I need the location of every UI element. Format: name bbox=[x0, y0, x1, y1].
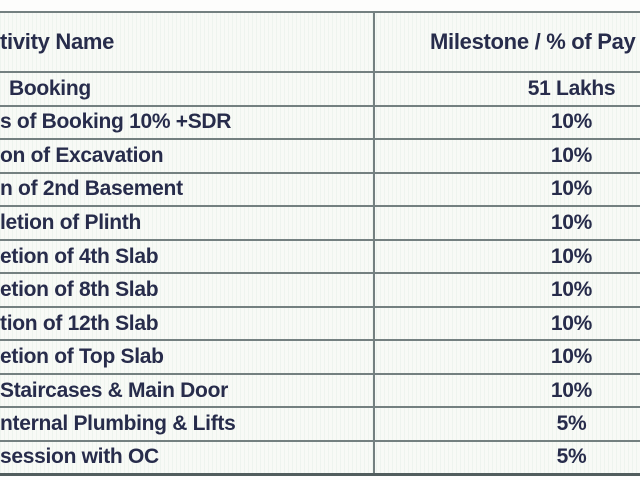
payment-schedule-table: tivity Name Milestone / % of Pay Booking… bbox=[0, 11, 640, 476]
table-row: etion of Top Slab 10% bbox=[0, 341, 640, 375]
activity-cell: nternal Plumbing & Lifts bbox=[0, 408, 375, 441]
milestone-cell: 5% bbox=[556, 445, 587, 469]
milestone-cell: 10% bbox=[550, 311, 593, 335]
milestone-cell: 10% bbox=[550, 278, 593, 302]
milestone-cell: 10% bbox=[550, 378, 593, 402]
milestone-cell: 10% bbox=[550, 177, 593, 201]
table-row: etion of 4th Slab 10% bbox=[0, 240, 640, 275]
activity-cell: on of Excavation bbox=[0, 140, 375, 172]
table-row: letion of Plinth 10% bbox=[0, 207, 640, 241]
table-row: on of Excavation 10% bbox=[0, 140, 640, 174]
milestone-cell: 10% bbox=[550, 345, 593, 369]
activity-cell: n of 2nd Basement bbox=[0, 173, 375, 206]
table-body: Booking 51 Lakhs s of Booking 10% +SDR 1… bbox=[0, 73, 640, 476]
milestone-cell: 10% bbox=[550, 143, 593, 167]
milestone-cell: 5% bbox=[556, 412, 587, 436]
table-row: etion of 8th Slab 10% bbox=[0, 274, 640, 308]
activity-cell: etion of 4th Slab bbox=[0, 240, 375, 273]
activity-cell: Staircases & Main Door bbox=[0, 374, 375, 407]
activity-cell: etion of 8th Slab bbox=[0, 274, 375, 306]
activity-cell: s of Booking 10% +SDR bbox=[0, 106, 375, 139]
milestone-cell: 10% bbox=[550, 110, 593, 134]
table-row: n of 2nd Basement 10% bbox=[0, 173, 640, 208]
table-row: Booking 51 Lakhs bbox=[0, 73, 640, 107]
activity-cell: tion of 12th Slab bbox=[0, 307, 375, 340]
column-header-activity: tivity Name bbox=[0, 13, 375, 71]
activity-cell: Booking bbox=[0, 73, 375, 105]
activity-cell: session with OC bbox=[0, 442, 375, 473]
table-row: s of Booking 10% +SDR 10% bbox=[0, 106, 640, 141]
table-row: tion of 12th Slab 10% bbox=[0, 307, 640, 342]
table-header-row: tivity Name Milestone / % of Pay bbox=[0, 13, 640, 73]
table-row: session with OC 5% bbox=[0, 442, 640, 476]
activity-cell: etion of Top Slab bbox=[0, 341, 375, 373]
activity-cell: letion of Plinth bbox=[0, 207, 375, 239]
column-header-milestone: Milestone / % of Pay bbox=[430, 29, 636, 54]
table-row: Staircases & Main Door 10% bbox=[0, 374, 640, 409]
table-row: nternal Plumbing & Lifts 5% bbox=[0, 408, 640, 443]
milestone-cell: 10% bbox=[550, 210, 593, 234]
milestone-cell: 10% bbox=[550, 244, 593, 268]
milestone-cell: 51 Lakhs bbox=[527, 76, 616, 100]
